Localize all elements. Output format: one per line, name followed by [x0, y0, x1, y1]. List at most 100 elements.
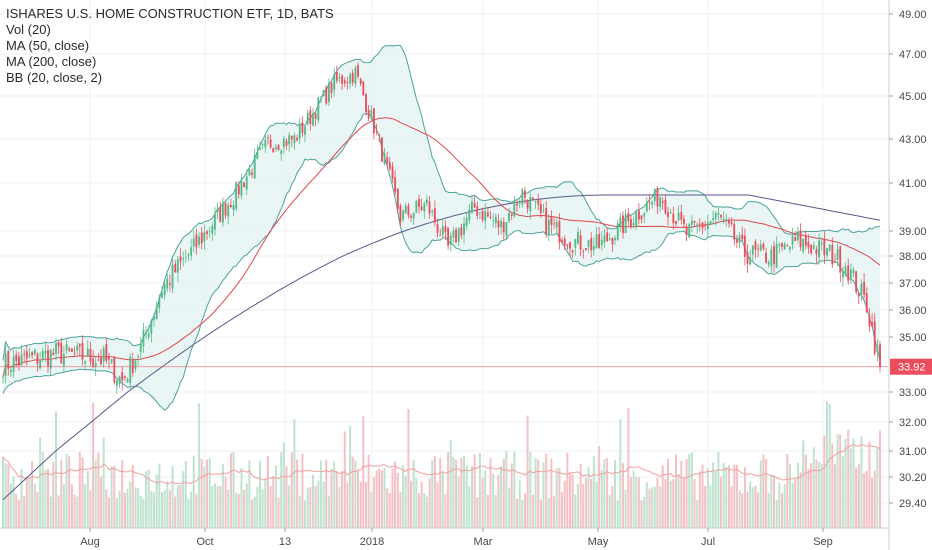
- volume-bar: [820, 464, 823, 528]
- candle-body: [436, 224, 439, 233]
- candle-body: [433, 208, 436, 223]
- candle-body: [314, 113, 317, 119]
- price-tick-label: 38.00: [899, 251, 927, 263]
- volume-bar: [208, 458, 211, 528]
- candle-body: [473, 202, 476, 208]
- volume-bar: [351, 456, 354, 528]
- volume-bar: [404, 475, 407, 528]
- volume-bar: [285, 466, 288, 528]
- price-axis[interactable]: 49.00 47.00 45.00 43.00 41.00 39.00 38.00 37.00…: [888, 0, 932, 550]
- volume-bar: [868, 441, 871, 528]
- volume-bar: [460, 457, 463, 528]
- candle-body: [627, 213, 630, 221]
- legend-ma50[interactable]: MA (50, close): [6, 38, 90, 53]
- volume-bar: [282, 442, 285, 528]
- candle-body: [375, 130, 378, 132]
- volume-bar: [476, 497, 479, 528]
- candle-body: [235, 182, 238, 209]
- volume-bar: [338, 486, 341, 528]
- legend-title: ISHARES U.S. HOME CONSTRUCTION ETF, 1D, …: [6, 6, 334, 21]
- candle-body: [63, 354, 65, 366]
- candle-body: [778, 244, 781, 246]
- volume-bar: [412, 460, 415, 528]
- candle-body: [606, 232, 609, 242]
- volume-bar: [860, 436, 863, 528]
- volume-bar: [611, 486, 614, 528]
- candle-body: [810, 245, 813, 254]
- volume-bar: [465, 465, 468, 528]
- volume-bar: [738, 490, 741, 528]
- volume-bar: [290, 452, 293, 528]
- candle-body: [383, 153, 386, 164]
- candle-body: [116, 380, 118, 386]
- volume-bar: [57, 495, 60, 528]
- candle-body: [741, 234, 744, 239]
- candle-body: [256, 151, 259, 159]
- candle-body: [783, 243, 786, 250]
- candle-body: [799, 230, 802, 248]
- candle-body: [632, 222, 635, 226]
- volume-bar: [558, 468, 561, 528]
- candle-body: [767, 262, 770, 265]
- candle-body: [100, 357, 102, 364]
- candle-body: [153, 315, 155, 320]
- volume-bar: [680, 460, 683, 528]
- time-tick-label: Jul: [701, 536, 715, 548]
- candle-body: [791, 235, 794, 245]
- volume-bar: [372, 477, 375, 528]
- candle-body: [288, 135, 291, 145]
- candlesticks: [2, 62, 881, 394]
- candle-body: [855, 271, 858, 293]
- volume-bar: [576, 484, 579, 528]
- volume-bar: [682, 477, 685, 528]
- candle-body: [630, 219, 632, 227]
- volume-bar: [616, 500, 619, 528]
- volume-bar: [791, 483, 794, 528]
- candle-body: [378, 134, 381, 136]
- volume-bar: [717, 451, 720, 528]
- candle-body: [89, 348, 92, 362]
- volume-bar: [41, 452, 44, 528]
- volume-bar: [587, 466, 590, 528]
- candle-body: [251, 172, 253, 175]
- candle-body: [513, 200, 516, 217]
- volume-bar: [272, 475, 275, 528]
- volume-bar: [796, 462, 799, 528]
- candle-body: [47, 350, 49, 367]
- legend-ma200[interactable]: MA (200, close): [6, 54, 97, 69]
- candle-body: [12, 356, 15, 372]
- candle-body: [455, 229, 457, 243]
- candle-body: [460, 227, 463, 236]
- candle-body: [786, 245, 789, 247]
- legend-vol[interactable]: Vol (20): [6, 22, 51, 37]
- volume-bar: [155, 474, 158, 528]
- volume-bar: [603, 459, 606, 528]
- volume-bar: [730, 485, 733, 528]
- candle-body: [203, 232, 206, 242]
- volume-bar: [778, 482, 781, 528]
- volume-bar: [179, 484, 182, 528]
- candle-body: [587, 240, 590, 247]
- legend-bb[interactable]: BB (20, close, 2): [6, 70, 103, 85]
- volume-bar: [849, 448, 852, 528]
- time-axis[interactable]: Aug Oct 13 2018 Mar May Jul Sep: [0, 527, 889, 548]
- volume-bar: [569, 473, 572, 528]
- volume-bar: [301, 453, 304, 528]
- candle-body: [49, 350, 52, 369]
- volume-bar: [298, 495, 301, 528]
- candle-body: [224, 202, 227, 216]
- volume-bar: [346, 482, 349, 528]
- candle-body: [873, 321, 876, 354]
- candle-body: [614, 238, 616, 241]
- candle-body: [57, 341, 60, 347]
- candle-body: [431, 210, 434, 212]
- candle-body: [139, 343, 142, 353]
- volume-bar: [762, 454, 765, 528]
- volume-bar: [388, 493, 391, 528]
- candle-body: [592, 246, 595, 250]
- candle-body: [847, 265, 850, 281]
- volume-bar: [439, 457, 442, 528]
- volume-bar: [113, 465, 116, 528]
- candle-body: [815, 249, 818, 255]
